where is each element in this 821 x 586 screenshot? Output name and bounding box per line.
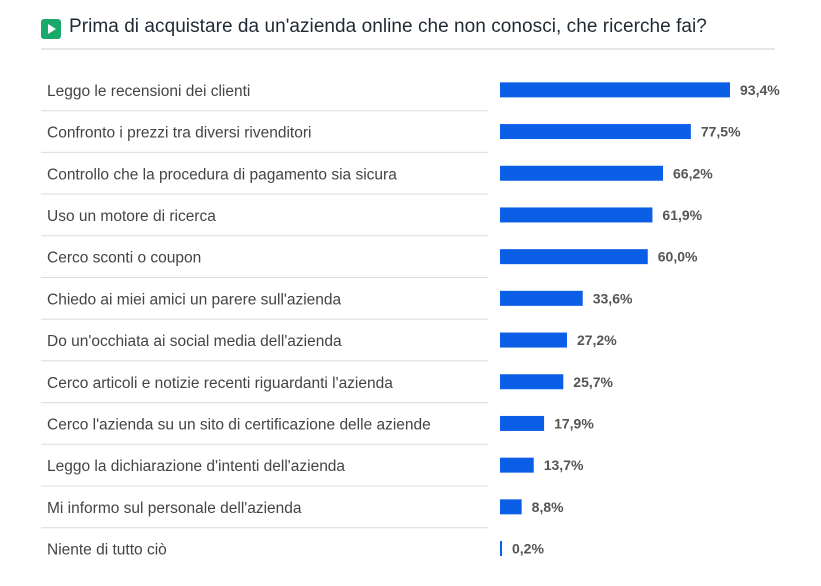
- bar: [500, 499, 522, 515]
- category-label: Leggo le recensioni dei clienti: [47, 83, 250, 100]
- chart-title: Prima di acquistare da un'azienda online…: [69, 16, 707, 37]
- bar: [500, 374, 564, 390]
- category-label: Leggo la dichiarazione d'intenti dell'az…: [47, 458, 345, 475]
- bar: [500, 165, 664, 181]
- bar: [500, 541, 502, 557]
- value-label: 93,4%: [740, 82, 780, 98]
- value-label: 33,6%: [593, 290, 633, 306]
- bar: [500, 457, 534, 473]
- value-label: 77,5%: [701, 124, 741, 140]
- value-label: 60,0%: [658, 249, 698, 265]
- bar: [500, 82, 730, 98]
- play-icon: [41, 19, 61, 39]
- bar: [500, 415, 545, 431]
- value-label: 27,2%: [577, 332, 617, 348]
- category-label: Chiedo ai miei amici un parere sull'azie…: [47, 291, 342, 308]
- value-label: 61,9%: [662, 207, 702, 223]
- category-label: Niente di tutto ciò: [47, 542, 167, 559]
- value-label: 8,8%: [532, 499, 564, 515]
- value-label: 0,2%: [512, 541, 544, 557]
- category-label: Confronto i prezzi tra diversi rivendito…: [47, 125, 311, 142]
- category-label: Do un'occhiata ai social media dell'azie…: [47, 333, 342, 350]
- category-label: Uso un motore di ricerca: [47, 208, 216, 225]
- value-label: 66,2%: [673, 165, 713, 181]
- bar: [500, 207, 653, 223]
- bar: [500, 290, 583, 306]
- category-label: Cerco sconti o coupon: [47, 250, 201, 267]
- value-label: 13,7%: [544, 457, 584, 473]
- bar: [500, 249, 648, 265]
- category-label: Mi informo sul personale dell'azienda: [47, 500, 302, 517]
- category-label: Cerco l'azienda su un sito di certificaz…: [47, 416, 431, 433]
- chart-header: Prima di acquistare da un'azienda online…: [41, 14, 775, 50]
- value-label: 25,7%: [573, 374, 613, 390]
- bar: [500, 124, 691, 140]
- bar: [500, 332, 567, 348]
- category-label: Cerco articoli e notizie recenti riguard…: [47, 375, 393, 392]
- category-label: Controllo che la procedura di pagamento …: [47, 166, 397, 183]
- value-label: 17,9%: [554, 415, 594, 431]
